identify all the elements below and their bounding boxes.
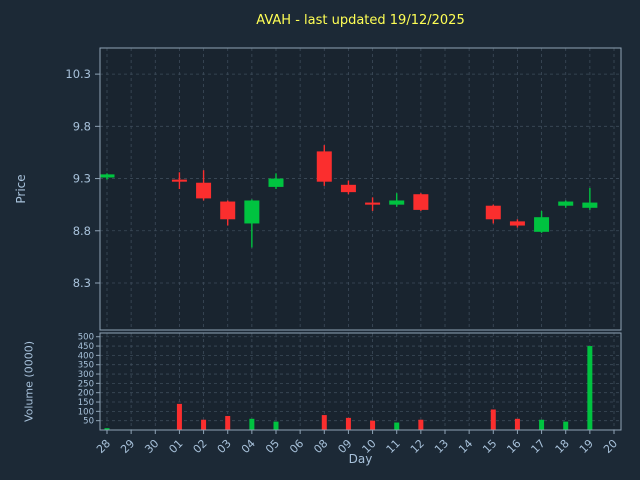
candle-11 — [389, 193, 405, 207]
candle-04 — [244, 199, 260, 248]
candle-08 — [316, 145, 332, 186]
volume-bar-18 — [563, 421, 569, 430]
candles — [100, 145, 598, 248]
tick-marks — [95, 73, 615, 434]
candle-15 — [485, 204, 501, 224]
volume-bar-12 — [418, 419, 424, 430]
candle-12 — [413, 193, 429, 211]
volume-panel-spine — [99, 332, 622, 431]
candle-body-12 — [413, 194, 429, 210]
volume-bar-09 — [345, 417, 351, 430]
price-tick-10.3: 10.3 — [65, 67, 91, 81]
volume-bar-28 — [104, 428, 110, 430]
volume-bar-16 — [514, 418, 520, 430]
volume-tick-200: 200 — [78, 389, 94, 399]
volume-panel-bg — [100, 333, 621, 430]
candle-body-09 — [340, 184, 356, 193]
candle-body-17 — [534, 217, 550, 232]
candle-body-18 — [558, 201, 574, 206]
chart-title: AVAH - last updated 19/12/2025 — [256, 13, 465, 28]
price-axis-label: Price — [14, 174, 28, 204]
price-panel-spine — [99, 47, 622, 331]
candle-05 — [268, 173, 284, 189]
candle-body-08 — [316, 151, 332, 182]
candle-28 — [100, 173, 115, 180]
candle-02 — [196, 170, 212, 201]
candle-body-01 — [171, 179, 187, 182]
candle-17 — [534, 210, 550, 233]
candle-01 — [171, 172, 187, 189]
volume-tick-300: 300 — [78, 370, 94, 380]
volume-bar-17 — [539, 419, 545, 430]
volume-tick-250: 250 — [78, 379, 94, 389]
price-tick-9.8: 9.8 — [73, 119, 91, 133]
candle-18 — [558, 200, 574, 208]
volume-bars — [104, 346, 593, 430]
price-tick-8.3: 8.3 — [73, 276, 91, 290]
candle-body-03 — [220, 201, 236, 220]
candle-09 — [340, 180, 356, 195]
volume-tick-100: 100 — [78, 407, 94, 417]
gridlines — [100, 48, 621, 430]
volume-bar-02 — [201, 419, 207, 430]
volume-bar-04 — [249, 418, 255, 430]
candle-body-15 — [485, 205, 501, 220]
volume-tick-50: 50 — [83, 417, 94, 427]
volume-bar-01 — [176, 403, 182, 430]
candle-19 — [582, 187, 598, 210]
price-tick-8.8: 8.8 — [73, 224, 91, 238]
volume-axis-label: Volume (0000) — [22, 341, 36, 422]
price-tick-9.3: 9.3 — [73, 172, 91, 186]
candle-body-11 — [389, 200, 405, 205]
volume-bar-19 — [587, 346, 593, 430]
volume-bar-11 — [394, 422, 400, 430]
candle-16 — [509, 219, 525, 228]
volume-bar-05 — [273, 421, 279, 430]
candle-body-28 — [100, 174, 115, 178]
volume-tick-400: 400 — [78, 351, 94, 361]
x-axis-label: Day — [348, 452, 373, 466]
volume-bar-08 — [321, 415, 327, 430]
volume-bar-15 — [490, 409, 496, 430]
candle-body-10 — [365, 202, 381, 205]
candle-body-19 — [582, 202, 598, 208]
candle-body-04 — [244, 200, 260, 224]
volume-tick-350: 350 — [78, 361, 94, 371]
price-panel-bg — [100, 48, 621, 330]
candle-body-02 — [196, 182, 212, 199]
candle-10 — [365, 197, 381, 211]
volume-bar-03 — [225, 416, 231, 430]
volume-tick-150: 150 — [78, 398, 94, 408]
volume-tick-450: 450 — [78, 342, 94, 352]
candle-body-16 — [509, 221, 525, 226]
volume-bar-10 — [370, 420, 376, 430]
candle-03 — [220, 200, 236, 226]
candle-body-05 — [268, 178, 284, 187]
volume-tick-500: 500 — [78, 333, 94, 343]
